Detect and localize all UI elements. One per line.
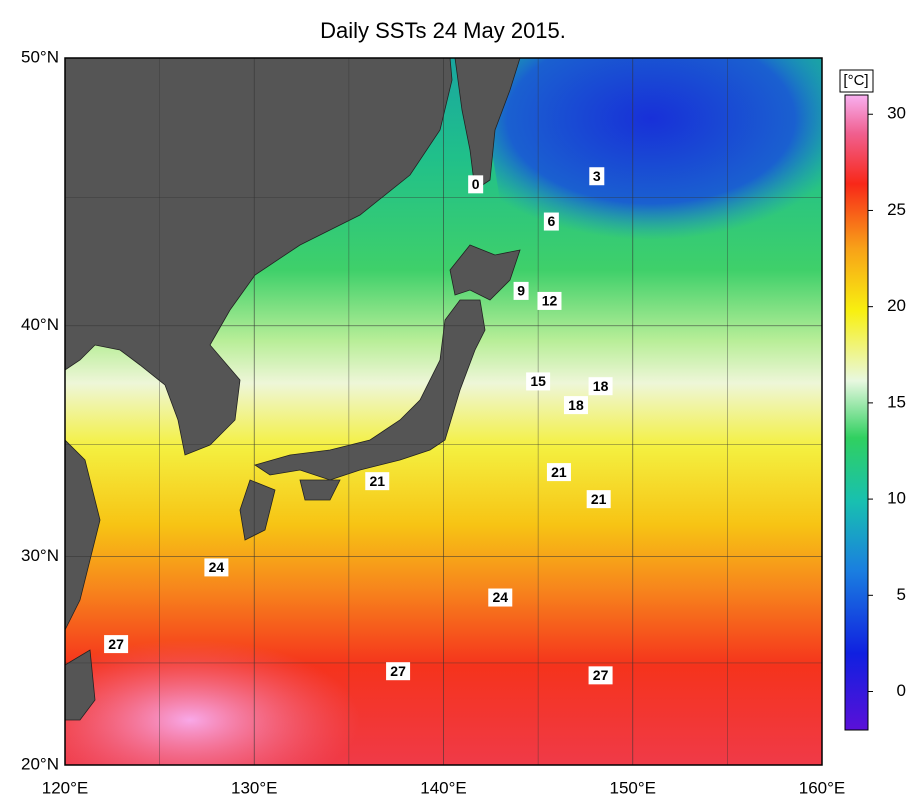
contour-label-box xyxy=(204,558,229,577)
sst-field xyxy=(65,58,822,765)
contour-label: 27 xyxy=(390,663,406,679)
contour-label-box xyxy=(586,490,611,509)
contour-label: 24 xyxy=(209,559,225,575)
contour-label-box xyxy=(588,666,613,685)
contour-label-box xyxy=(589,167,605,186)
contour-label: 9 xyxy=(517,283,525,299)
y-tick-label: 50°N xyxy=(21,47,59,66)
map-frame xyxy=(64,57,823,766)
contour-label-box xyxy=(488,588,513,607)
x-tick-label: 130°E xyxy=(231,778,278,797)
contour-label-box xyxy=(546,463,571,482)
colorbar-tick-label: 20 xyxy=(887,296,906,315)
x-tick-label: 140°E xyxy=(420,778,467,797)
contour-label: 21 xyxy=(591,491,607,507)
map-title: Daily SSTs 24 May 2015. xyxy=(320,18,566,43)
contour-label-box xyxy=(365,472,390,491)
contour-label: 18 xyxy=(593,378,609,394)
contour-label-box xyxy=(468,175,484,194)
contour-label-box xyxy=(563,396,588,415)
contour-label: 15 xyxy=(530,373,546,389)
unit-box xyxy=(839,69,874,93)
x-tick-label: 160°E xyxy=(799,778,846,797)
contour-label: 0 xyxy=(472,176,480,192)
contour-label-box xyxy=(543,212,559,231)
y-tick-label: 20°N xyxy=(21,754,59,773)
contour-label: 12 xyxy=(542,293,558,309)
y-tick-label: 40°N xyxy=(21,315,59,334)
contour-label-box xyxy=(526,372,551,391)
contour-label: 6 xyxy=(547,213,555,229)
colorbar-tick-label: 5 xyxy=(897,585,906,604)
x-tick-label: 150°E xyxy=(609,778,656,797)
contour-label: 21 xyxy=(551,464,567,480)
contour-label-box xyxy=(104,635,129,654)
colorbar xyxy=(844,94,869,731)
contour-label-box xyxy=(386,662,411,681)
colorbar-tick-label: 10 xyxy=(887,489,906,508)
colorbar-tick-label: 30 xyxy=(887,104,906,123)
contour-label: 21 xyxy=(369,473,385,489)
colorbar-unit: [°C] xyxy=(843,72,868,89)
contour-label-box xyxy=(588,377,613,396)
contour-label: 24 xyxy=(492,589,508,605)
contour-labels: 0 3 6 9 12 15 18 18 21 21 21 24 24 27 27 27 xyxy=(104,167,613,685)
land xyxy=(65,58,521,721)
colorbar-tick-label: 15 xyxy=(887,392,906,411)
contour-label: 27 xyxy=(108,636,124,652)
x-tick-label: 120°E xyxy=(42,778,89,797)
colorbar-tick-label: 25 xyxy=(887,200,906,219)
colorbar-tick-label: 0 xyxy=(897,681,906,700)
y-tick-label: 30°N xyxy=(21,546,59,565)
contour-label: 3 xyxy=(593,168,601,184)
contour-label: 18 xyxy=(568,397,584,413)
contour-label-box xyxy=(537,291,562,310)
contour-label-box xyxy=(513,281,529,300)
contour-label: 27 xyxy=(593,667,609,683)
